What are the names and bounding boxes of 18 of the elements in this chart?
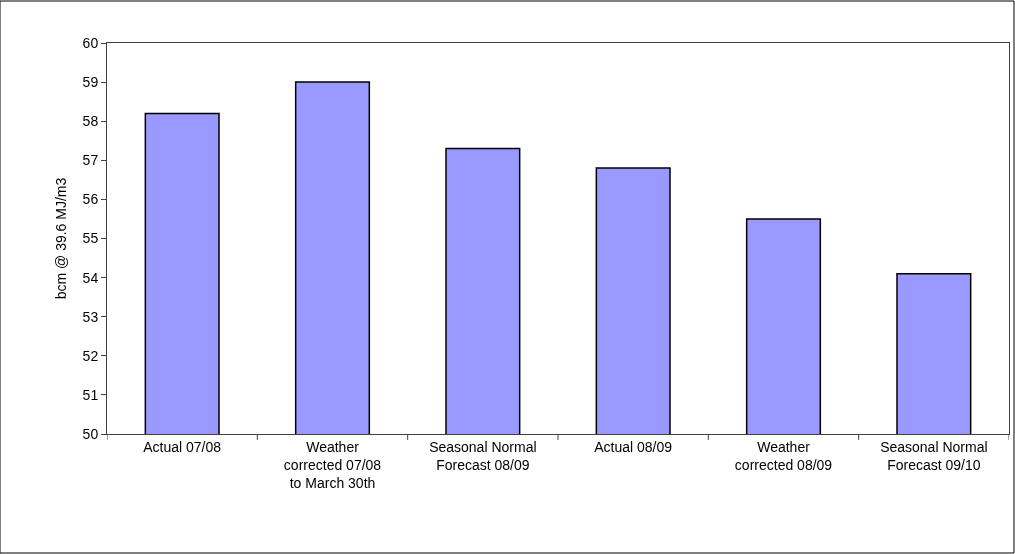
x-tick-label: Seasonal Normal Forecast 09/10 xyxy=(880,438,988,473)
y-tick-label: 57 xyxy=(82,152,99,169)
x-tick-label: Weather corrected 08/09 xyxy=(734,438,833,473)
x-tick-label: Seasonal Normal Forecast 08/09 xyxy=(429,438,537,473)
x-tick-label: Actual 08/09 xyxy=(594,438,673,455)
y-axis-title: bcm @ 39.6 MJ/m3 xyxy=(53,177,70,300)
y-tick-label: 58 xyxy=(82,113,99,130)
y-tick-label: 51 xyxy=(82,386,99,403)
y-tick-label: 53 xyxy=(82,308,99,325)
y-tick-label: 52 xyxy=(82,347,99,364)
y-tick-label: 50 xyxy=(82,425,99,442)
y-tick-label: 56 xyxy=(82,191,99,208)
y-tick-label: 55 xyxy=(82,230,99,247)
y-tick-label: 54 xyxy=(82,269,99,286)
x-tick-label: Weather corrected 07/08 to March 30th xyxy=(283,438,382,492)
y-tick-label: 60 xyxy=(82,34,99,51)
x-tick-label: Actual 07/08 xyxy=(143,438,222,455)
y-tick-label: 59 xyxy=(82,74,99,90)
